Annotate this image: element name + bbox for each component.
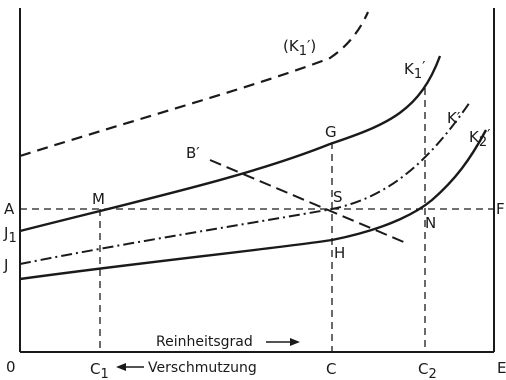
label-j1: J1 xyxy=(3,224,17,246)
label-s: S xyxy=(333,188,343,206)
reinheitsgrad-label: Reinheitsgrad xyxy=(156,334,253,350)
verschmutzung-label: Verschmutzung xyxy=(148,360,257,376)
label-e: E xyxy=(497,359,506,377)
curve-k-prime xyxy=(19,101,471,265)
curve-k2-prime xyxy=(19,129,488,281)
label-origin: 0 xyxy=(6,358,16,376)
label-g: G xyxy=(325,123,337,141)
label-h: H xyxy=(334,244,345,262)
label-f: F xyxy=(496,200,505,218)
label-m: M xyxy=(92,190,105,208)
label-c: C xyxy=(326,360,336,378)
curve-k1-prime-paren xyxy=(19,11,370,158)
label-c1: C1 xyxy=(90,360,109,380)
label-c2: C2 xyxy=(418,360,437,380)
label-j: J xyxy=(3,256,8,274)
label-a: A xyxy=(4,200,15,218)
line-b-prime xyxy=(209,159,407,244)
label-k1-prime: K1′ xyxy=(404,58,426,82)
label-n: N xyxy=(425,214,436,232)
curve-k1-prime xyxy=(19,55,442,233)
label-k-prime: K′ xyxy=(447,109,461,127)
label-k1-paren: (K1′) xyxy=(283,37,316,59)
label-k2-prime: K2′ xyxy=(469,126,491,150)
verschmutzung-arrowhead xyxy=(116,363,126,371)
reinheitsgrad-arrowhead xyxy=(290,338,300,346)
label-b-prime: B′ xyxy=(186,144,200,162)
